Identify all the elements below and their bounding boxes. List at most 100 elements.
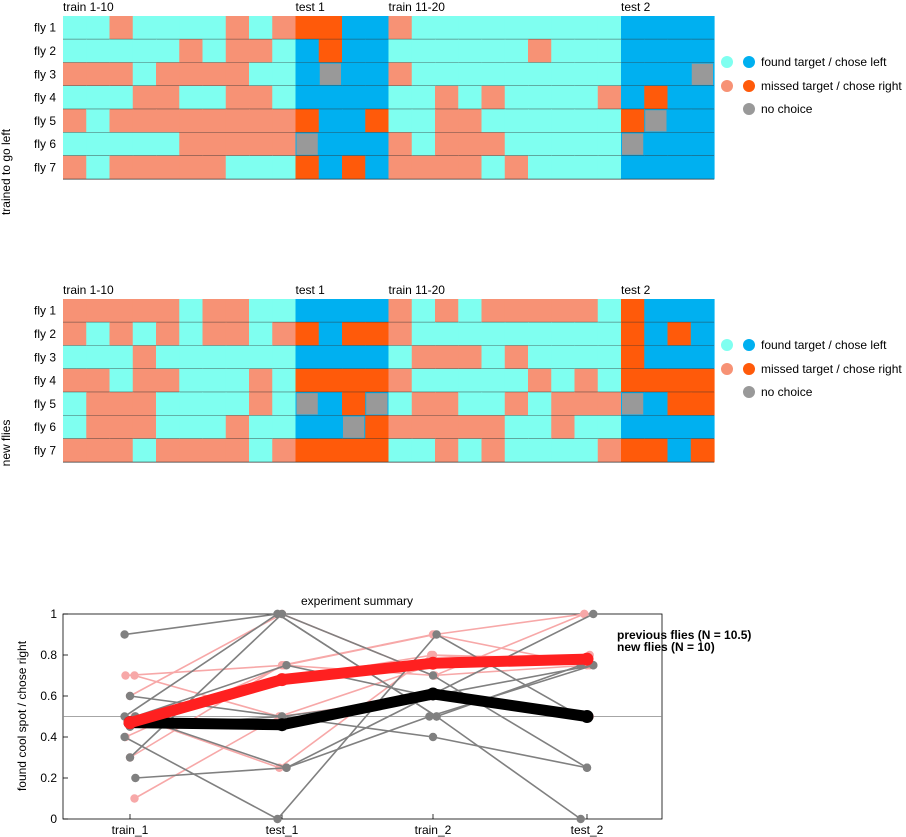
heatmap-cell — [365, 322, 390, 346]
heatmap-cell — [528, 155, 552, 180]
heatmap-cell — [597, 438, 622, 463]
row-label: fly 1 — [34, 304, 56, 318]
heatmap-cell — [202, 368, 227, 393]
mean-point — [580, 710, 594, 723]
heatmap-cell — [318, 438, 343, 463]
legend-none-swatch — [743, 386, 755, 398]
block-label: test 1 — [296, 0, 326, 14]
individual-line — [124, 613, 582, 820]
heatmap-cell — [667, 438, 692, 463]
heatmap-cell — [597, 85, 622, 110]
individual-line — [135, 664, 594, 779]
heatmap-cell — [621, 62, 645, 87]
block-label: train 1-10 — [63, 283, 114, 297]
heatmap-cell — [435, 368, 459, 393]
heatmap-cell — [63, 345, 87, 370]
heatmap-cell — [272, 39, 297, 63]
heatmap-cell — [132, 438, 157, 463]
heatmap-cell — [225, 322, 250, 346]
heatmap-cell — [621, 16, 645, 40]
legend-previous-flies: previous flies (N = 10.5) — [617, 628, 751, 642]
heatmap-cell — [597, 109, 622, 133]
heatmap-cell — [132, 392, 157, 416]
individual-point — [428, 732, 438, 742]
heatmap-cell — [388, 392, 413, 416]
heatmap-cell — [621, 322, 645, 346]
heatmap-cell — [202, 345, 227, 370]
individual-point — [130, 794, 139, 803]
heatmap-cell — [667, 155, 692, 180]
heatmap-cell — [202, 322, 227, 346]
heatmap-cell — [365, 299, 390, 323]
mean-line — [128, 653, 588, 728]
heatmap-cell — [458, 85, 483, 110]
heatmap-cell — [411, 85, 436, 110]
row-label: fly 6 — [34, 137, 56, 151]
heatmap-cell — [202, 415, 227, 440]
heatmap-cell — [690, 39, 715, 63]
heatmap-cell — [481, 415, 506, 440]
heatmap-cell — [551, 345, 576, 370]
heatmap-cell — [156, 368, 180, 393]
individual-point — [576, 814, 585, 824]
heatmap-cell — [644, 299, 669, 323]
heatmap-cell — [667, 62, 692, 87]
heatmap-cell — [342, 62, 366, 87]
heatmap-cell — [109, 155, 134, 180]
heatmap-cell — [202, 109, 227, 133]
heatmap-cell — [597, 299, 622, 323]
mean-point — [123, 716, 137, 730]
heatmap-cell — [342, 345, 366, 370]
heatmap-cell — [156, 132, 180, 157]
heatmap-cell — [667, 299, 692, 323]
legend-none-swatch — [743, 103, 755, 115]
heatmap-cell — [132, 62, 157, 87]
heatmap-cell — [458, 322, 483, 346]
heatmap-cell — [504, 39, 529, 63]
heatmap-cell — [504, 345, 529, 370]
heatmap-cell — [86, 415, 111, 440]
heatmap-cell — [597, 322, 622, 346]
heatmap-cell — [435, 132, 459, 157]
heatmap-cell — [690, 368, 715, 393]
heatmap-cell — [249, 392, 273, 416]
heatmap-cell — [504, 392, 529, 416]
heatmap-cell — [388, 62, 413, 87]
row-label: fly 4 — [34, 91, 56, 105]
heatmap-cell — [318, 322, 343, 346]
heatmap-cell — [435, 109, 459, 133]
heatmap-cell — [667, 132, 692, 157]
heatmap-cell — [365, 39, 390, 63]
heatmap-cell — [528, 16, 552, 40]
heatmap-cell — [202, 299, 227, 323]
heatmap-cell — [481, 132, 506, 157]
heatmap-cell — [272, 155, 297, 180]
individual-point — [125, 691, 135, 701]
heatmap-cell — [481, 392, 506, 416]
heatmap-cell — [225, 438, 250, 463]
row-label: fly 3 — [34, 67, 56, 81]
heatmap-cell — [179, 16, 204, 40]
row-label: fly 5 — [34, 114, 56, 128]
legend-missed-label: missed target / chose right — [761, 79, 902, 93]
mean-point — [426, 656, 440, 670]
heatmap-cell — [388, 39, 413, 63]
heatmap-cell — [225, 39, 250, 63]
heatmap-cell — [644, 392, 669, 416]
heatmap-cell — [365, 132, 390, 157]
heatmap-cell — [388, 299, 413, 323]
mean-line — [129, 688, 588, 731]
heatmap-cell — [621, 415, 645, 440]
heatmap-cell — [318, 16, 343, 40]
heatmap-cell — [249, 109, 273, 133]
heatmap-cell — [458, 132, 483, 157]
heatmap-cell — [202, 39, 227, 63]
heatmap-cell — [551, 16, 576, 40]
heatmap-cell — [645, 110, 667, 132]
heatmap-cell — [481, 16, 506, 40]
individual-point — [120, 630, 129, 639]
heatmap-cell — [411, 132, 436, 157]
heatmap-cell — [504, 16, 529, 40]
heatmap-cell — [435, 85, 459, 110]
heatmap-cell — [690, 132, 715, 157]
